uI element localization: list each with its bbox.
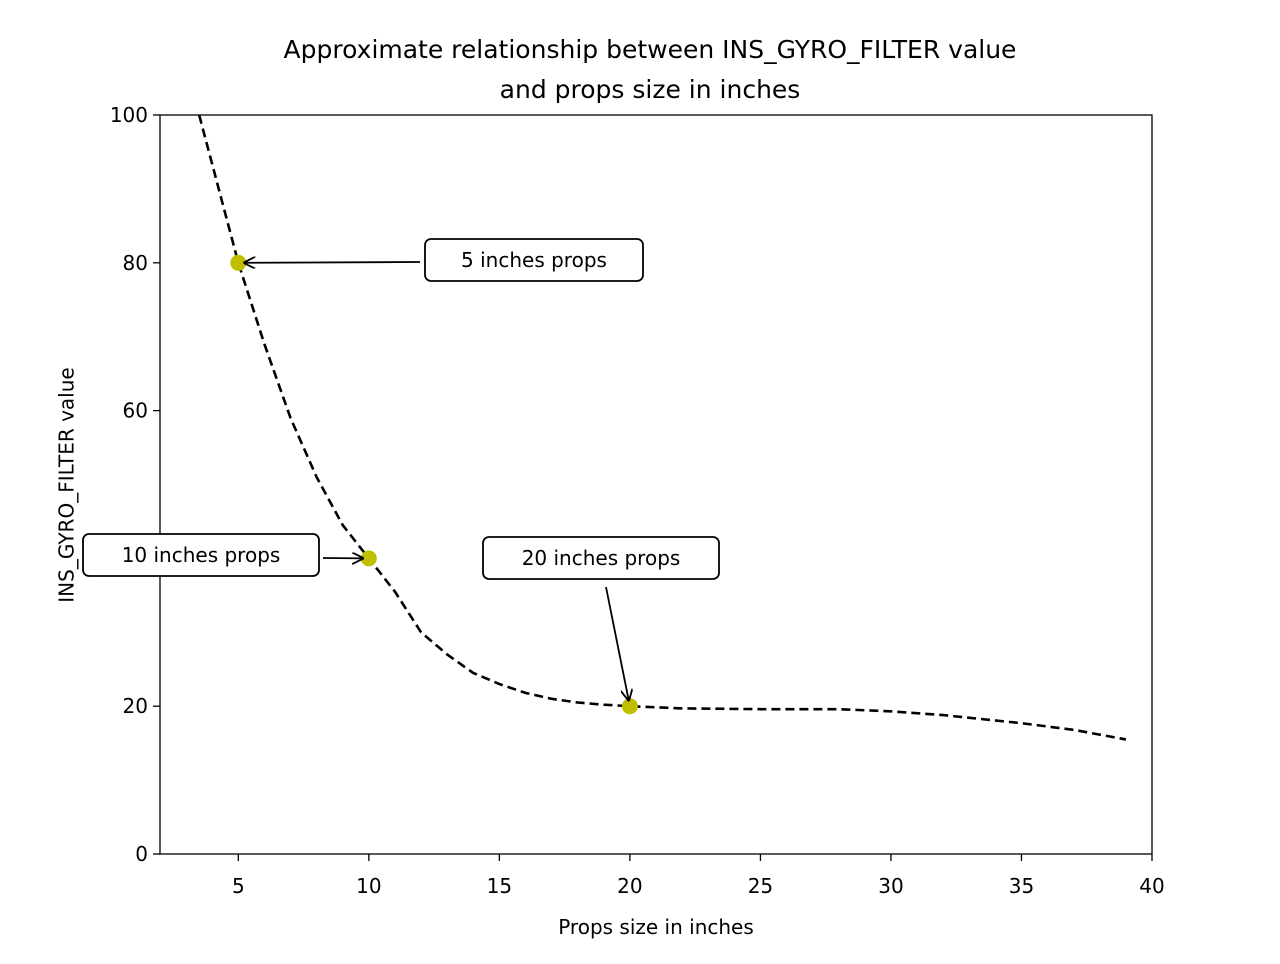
annotation-text: 20 inches props [522,546,681,570]
x-tick-label: 30 [878,874,903,898]
x-tick-label: 15 [487,874,512,898]
y-tick-label: 60 [123,399,148,423]
y-tick-label: 80 [123,251,148,275]
annotation-arrow [243,262,420,263]
y-tick-label: 20 [123,694,148,718]
annotation-arrow [606,587,629,701]
annotation-text: 10 inches props [122,543,281,567]
x-tick-label: 25 [748,874,773,898]
x-tick-label: 35 [1009,874,1034,898]
x-tick-label: 5 [232,874,245,898]
x-tick-label: 40 [1139,874,1164,898]
curve [199,115,1126,739]
x-axis-label: Props size in inches [558,915,754,939]
y-axis-label: INS_GYRO_FILTER value [55,367,79,602]
annotation-text: 5 inches props [461,248,607,272]
point [622,698,638,714]
chart-title: Approximate relationship between INS_GYR… [0,30,1280,110]
x-tick-label: 10 [356,874,381,898]
x-tick-label: 20 [617,874,642,898]
plot-frame [160,115,1152,854]
y-tick-label: 0 [135,842,148,866]
